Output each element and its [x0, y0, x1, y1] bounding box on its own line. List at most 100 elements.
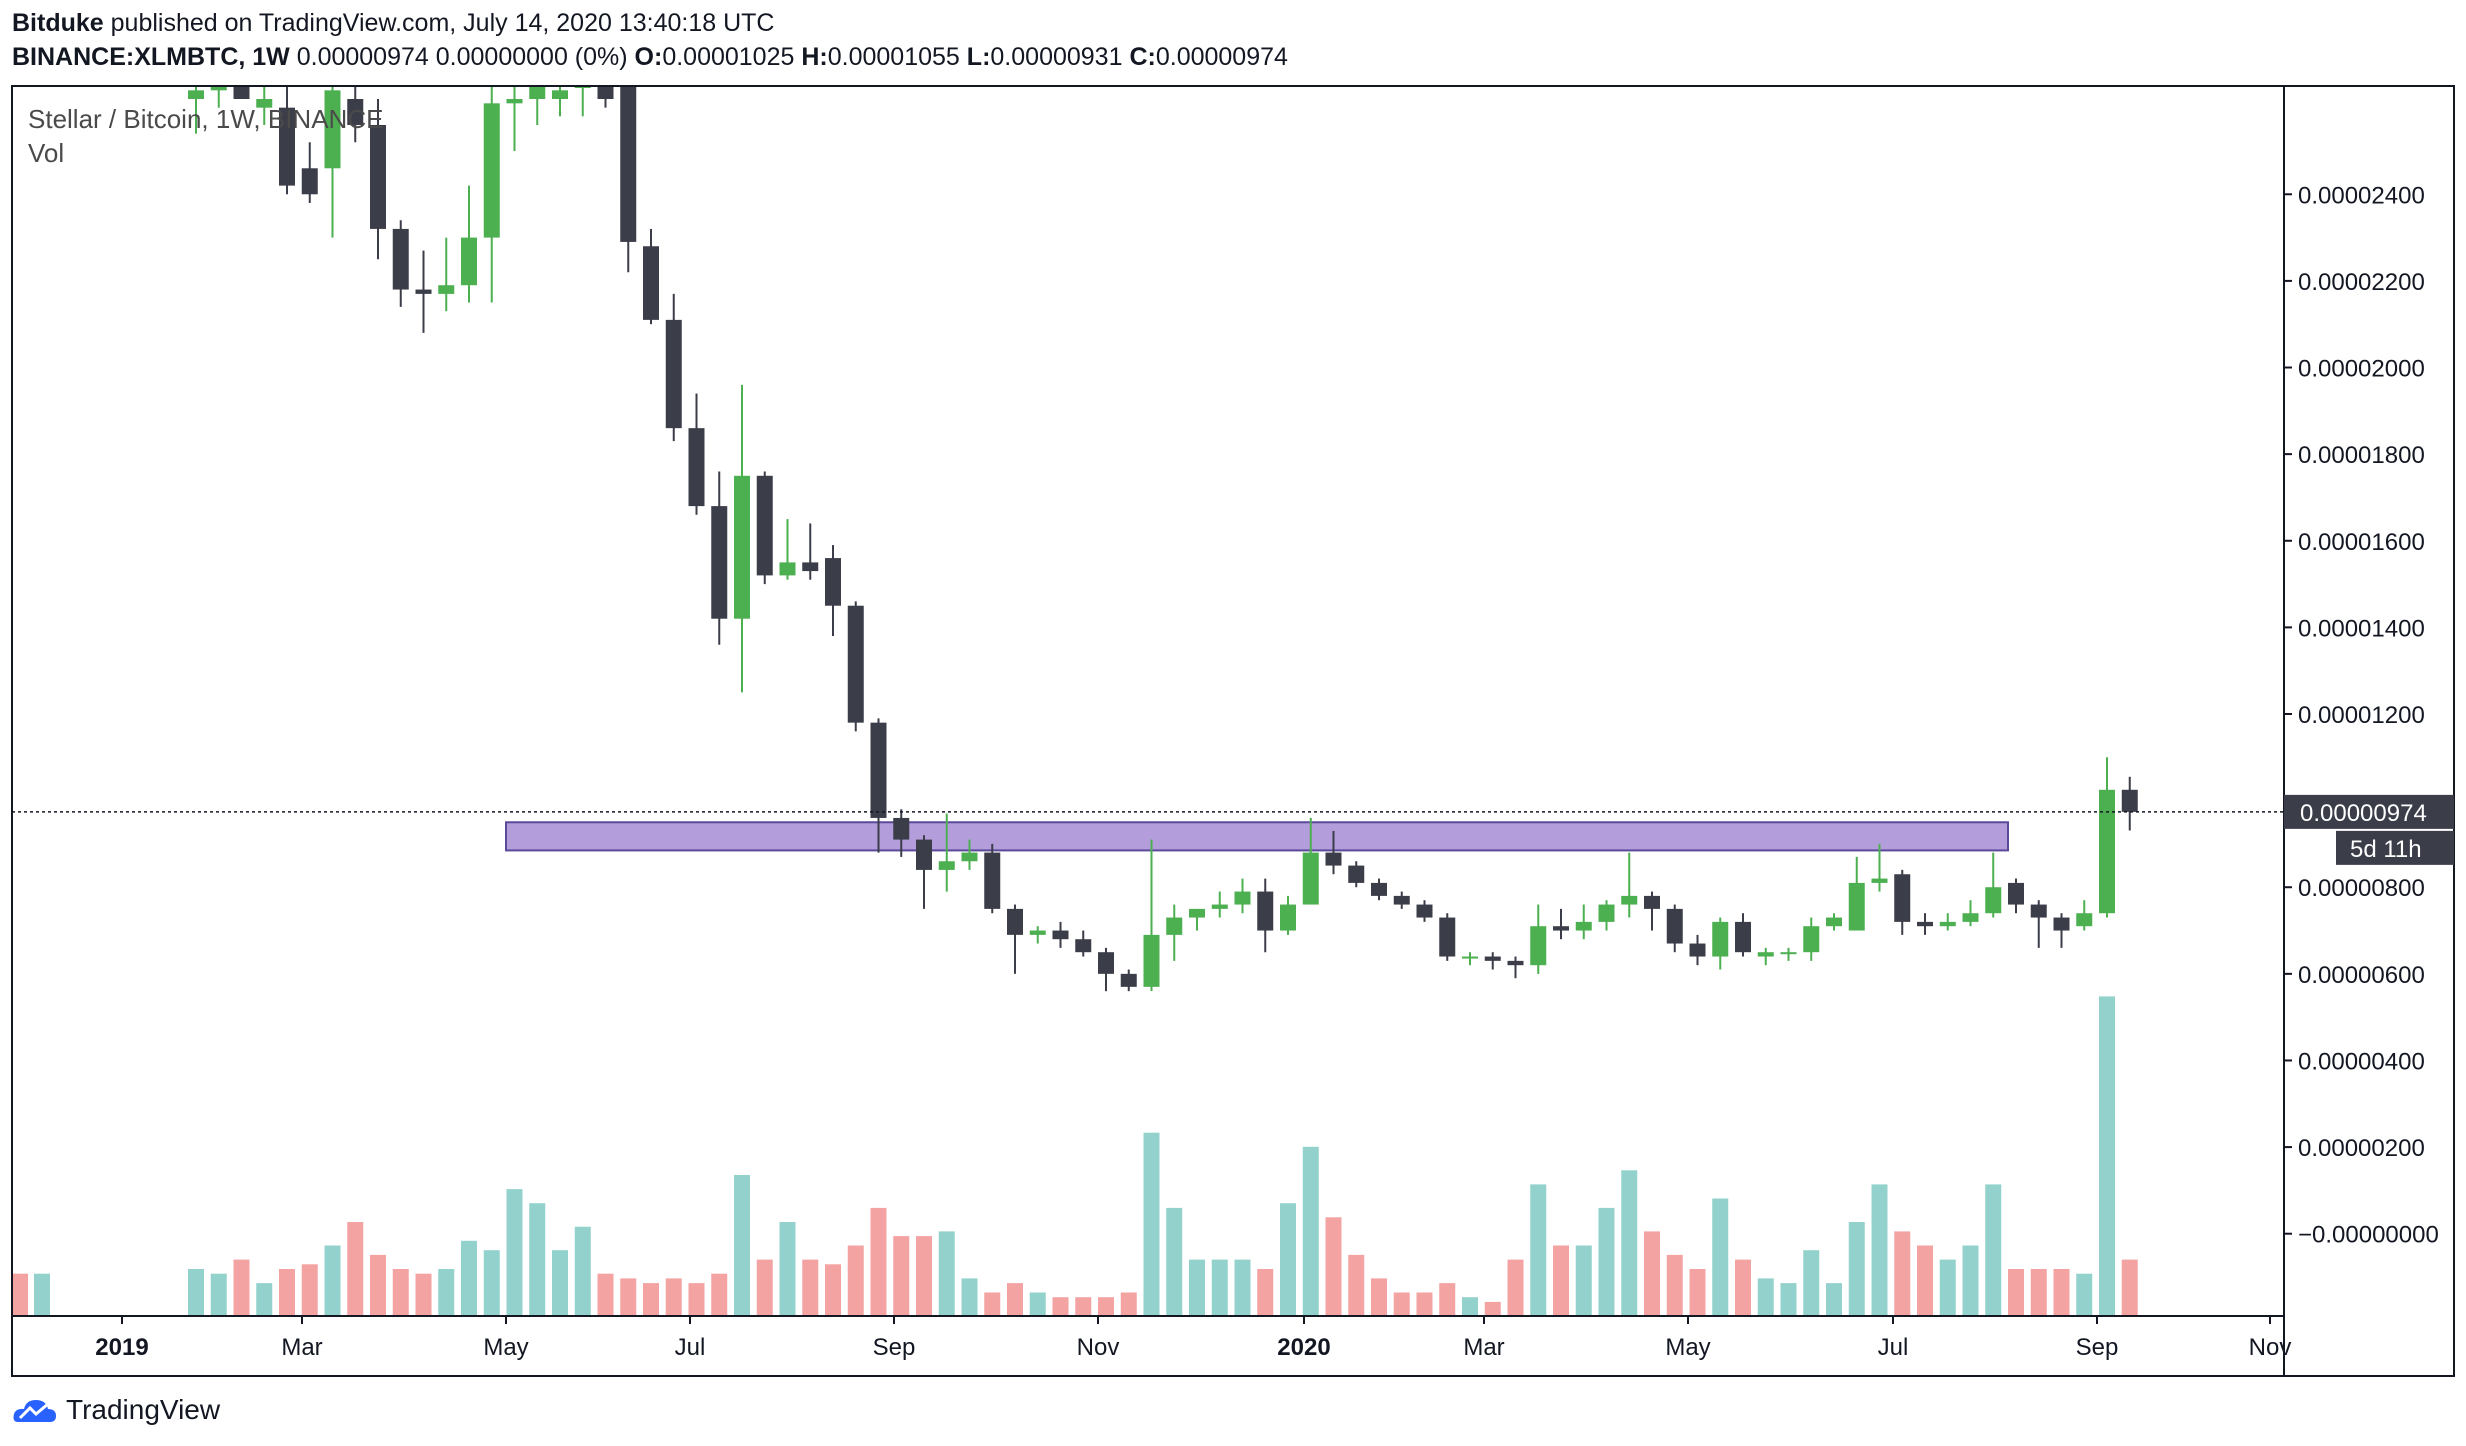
- volume-bar: [643, 1283, 659, 1316]
- close-label: C:: [1129, 43, 1156, 71]
- support-zone-rect[interactable]: [505, 821, 2009, 852]
- volume-bar: [233, 1259, 250, 1316]
- candle-body: [1098, 952, 1114, 974]
- time-axis[interactable]: 2019 Mar May Jul Sep Nov 2020 Mar May Jul Sep Nov: [95, 1316, 2291, 1361]
- candle-body: [734, 475, 750, 619]
- legend-vol: Vol: [28, 138, 64, 168]
- candle-body: [415, 289, 432, 294]
- candle-body: [279, 107, 295, 186]
- volume-bar: [1826, 1283, 1842, 1316]
- candle-body: [2076, 913, 2093, 927]
- candle-body: [1917, 921, 1933, 927]
- volume-bar: [1075, 1297, 1092, 1316]
- candle-body: [1735, 921, 1751, 953]
- volume-bar: [1939, 1259, 1956, 1316]
- volume-bar: [938, 1231, 955, 1316]
- volume-bar: [301, 1264, 318, 1316]
- candle-body: [483, 103, 500, 238]
- candle-body: [1302, 852, 1319, 905]
- volume-bar: [1416, 1292, 1433, 1316]
- volume-bar: [1553, 1245, 1569, 1316]
- volume-bar: [825, 1264, 841, 1316]
- candle-body: [984, 852, 1001, 909]
- volume-bar: [620, 1278, 637, 1316]
- price-axis[interactable]: 0.00002400 0.00002200 0.00002000 0.00001800…: [2284, 182, 2439, 1249]
- volume-bar: [210, 1273, 227, 1316]
- candle-body: [2030, 904, 2047, 918]
- volume-bar: [756, 1259, 773, 1316]
- candle-body: [711, 506, 728, 619]
- volume-bar: [1917, 1245, 1933, 1316]
- volume-bar: [483, 1250, 500, 1316]
- volume-bar: [1848, 1222, 1865, 1316]
- candle-body: [1939, 921, 1956, 927]
- candle-body: [1120, 973, 1137, 987]
- close-value: 0.00000974: [1155, 43, 1288, 71]
- candle-body: [1439, 917, 1456, 957]
- high-value: 0.00001055: [827, 43, 960, 71]
- volume-bar: [1211, 1259, 1228, 1316]
- candle-body: [256, 98, 273, 108]
- candle-body: [301, 168, 318, 195]
- volume-bar: [1348, 1254, 1365, 1316]
- candle-body: [961, 852, 978, 862]
- candle-body: [847, 605, 864, 723]
- candle-body: [1484, 956, 1501, 961]
- tradingview-brand[interactable]: TradingView: [12, 1385, 220, 1435]
- candle-body: [870, 722, 887, 818]
- volume-bar: [1575, 1245, 1592, 1316]
- volume-bar: [2121, 1259, 2138, 1316]
- publish-line: Bitduke published on TradingView.com, Ju…: [12, 6, 2452, 40]
- volume-bar: [1257, 1269, 1274, 1316]
- price-tick-label: 0.00000400: [2298, 1048, 2425, 1075]
- candle-body: [1234, 891, 1251, 905]
- candle-body: [620, 86, 637, 242]
- candle-body: [1689, 943, 1706, 957]
- low-label: L:: [966, 43, 991, 71]
- candle-body: [1143, 934, 1160, 987]
- price-tick-label: 0.00002000: [2298, 356, 2425, 383]
- volume-bar: [34, 1273, 50, 1316]
- volume-bar: [188, 1269, 204, 1316]
- candle-body: [1644, 895, 1660, 909]
- volume-bar: [574, 1226, 591, 1316]
- candle-body: [1985, 887, 2002, 914]
- volume-bar: [347, 1222, 364, 1316]
- countdown-tag-bg: [2336, 830, 2454, 865]
- candle-body: [1621, 895, 1638, 905]
- volume-bar: [1007, 1283, 1023, 1316]
- volume-bar: [1302, 1146, 1319, 1316]
- volume-bar: [1757, 1278, 1774, 1316]
- candle-body: [1894, 874, 1911, 922]
- price-tick-label: 0.00002200: [2298, 269, 2425, 296]
- candle-body: [688, 428, 705, 507]
- time-tick-label: Sep: [873, 1334, 916, 1361]
- volume-bar: [1621, 1170, 1638, 1316]
- time-tick-label: May: [1665, 1334, 1710, 1361]
- candle-body: [893, 817, 910, 840]
- candle-body: [802, 562, 819, 572]
- candle-body: [1348, 865, 1365, 883]
- high-label: H:: [801, 43, 828, 71]
- tradingview-cloud-icon: [13, 1400, 56, 1422]
- price-tick-label: 0.00001800: [2298, 442, 2425, 469]
- candle-body: [461, 237, 477, 286]
- time-tick-label: 2019: [95, 1334, 148, 1361]
- candle-body: [1257, 891, 1274, 931]
- candle-body: [1393, 895, 1410, 905]
- published-text: published on TradingView.com, July 14, 2…: [110, 9, 775, 37]
- volume-bar: [324, 1245, 341, 1316]
- price-chart[interactable]: Stellar / Bitcoin, 1W, BINANCE Vol 0.000…: [0, 0, 2466, 1385]
- price-tick-label: 0.00001400: [2298, 615, 2425, 642]
- candle-body: [1189, 908, 1205, 918]
- time-tick-label: Mar: [1463, 1334, 1504, 1361]
- support-zone-layer: [505, 821, 2009, 852]
- last-price-tag-bg: [2284, 794, 2454, 829]
- candle-body: [529, 86, 546, 99]
- open-label: O:: [634, 43, 663, 71]
- candle-body: [1530, 926, 1547, 966]
- volume-bar: [734, 1175, 750, 1316]
- chart-frame: [11, 85, 2455, 1377]
- candle-body: [1211, 904, 1228, 909]
- time-tick-label: 2020: [1277, 1334, 1330, 1361]
